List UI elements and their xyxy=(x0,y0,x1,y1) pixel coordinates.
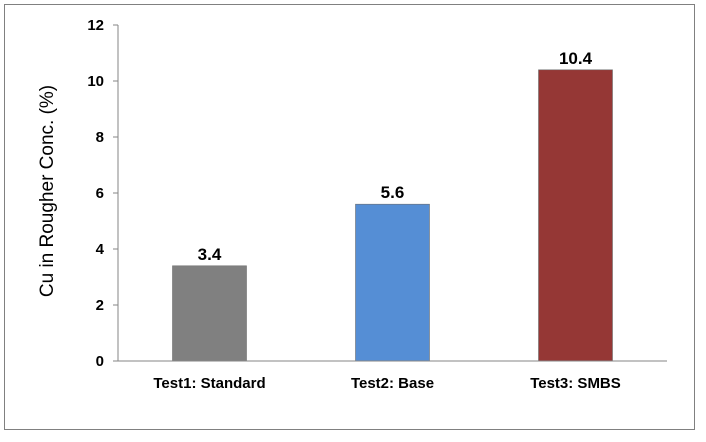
y-tick-label: 8 xyxy=(96,129,104,146)
category-label: Test2: Base xyxy=(351,375,434,392)
category-labels: Test1: Standard Test2: Base Test3: SMBS xyxy=(153,375,620,392)
y-tick-label: 12 xyxy=(87,17,104,34)
y-tick-label: 6 xyxy=(96,185,104,202)
y-axis-ticks: 0 2 4 6 8 10 12 xyxy=(87,17,118,370)
y-tick-label: 2 xyxy=(96,297,104,314)
category-label: Test3: SMBS xyxy=(530,375,621,392)
bar xyxy=(538,69,613,362)
bars xyxy=(172,69,613,362)
bar xyxy=(172,265,247,362)
data-labels: 3.4 5.6 10.4 xyxy=(198,49,593,264)
data-label: 5.6 xyxy=(381,183,405,202)
y-axis-title: Cu in Rougher Conc. (%) xyxy=(37,85,58,297)
chart-frame xyxy=(4,4,695,430)
category-label: Test1: Standard xyxy=(153,375,265,392)
data-label: 10.4 xyxy=(559,49,593,68)
bar xyxy=(355,203,430,362)
y-tick-label: 0 xyxy=(96,353,104,370)
data-label: 3.4 xyxy=(198,245,222,264)
y-tick-label: 10 xyxy=(87,73,104,90)
y-tick-label: 4 xyxy=(96,241,105,258)
